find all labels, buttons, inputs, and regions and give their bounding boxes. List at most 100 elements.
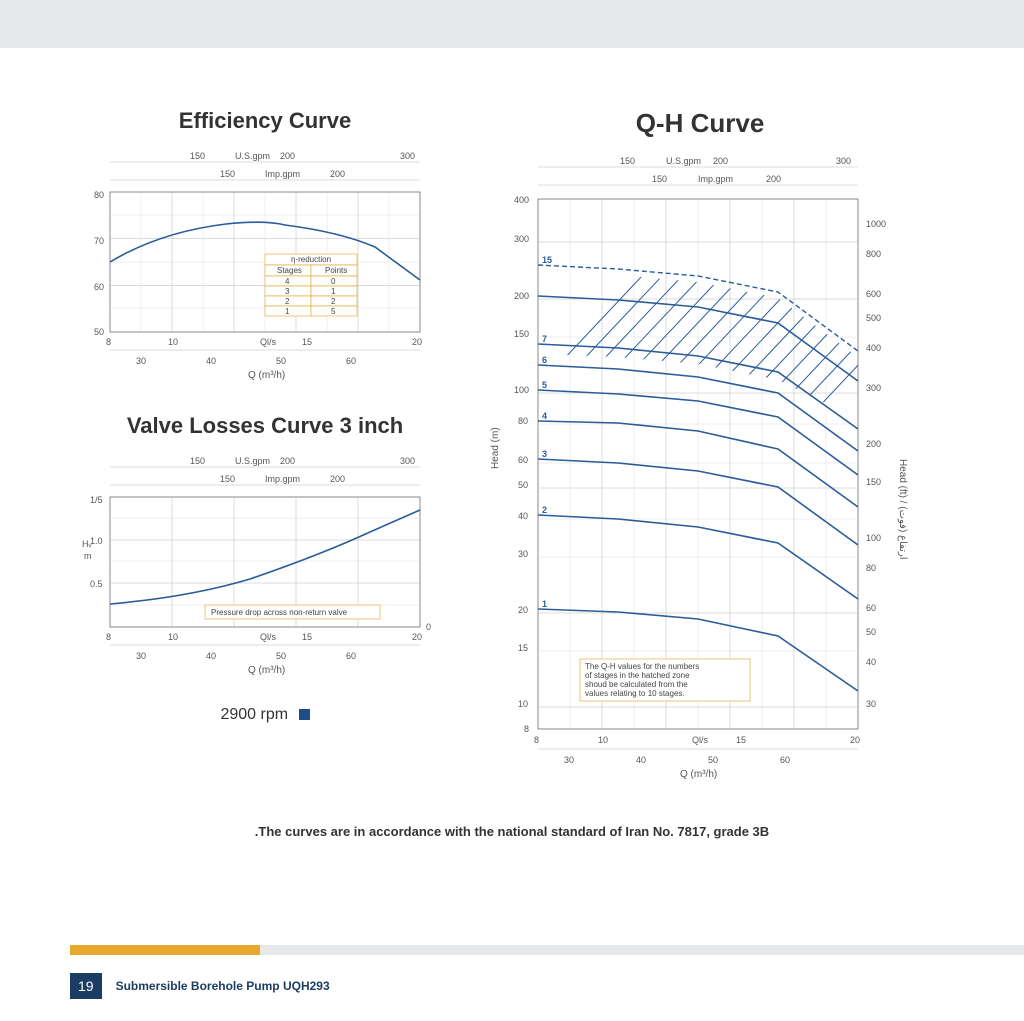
svg-text:40: 40 <box>206 356 216 366</box>
svg-text:150: 150 <box>652 174 667 184</box>
svg-text:100: 100 <box>866 533 881 543</box>
bottom-color-bar <box>70 945 1024 955</box>
svg-text:200: 200 <box>514 291 529 301</box>
svg-text:200: 200 <box>866 439 881 449</box>
svg-text:5: 5 <box>542 380 547 390</box>
svg-text:50: 50 <box>276 356 286 366</box>
svg-text:200: 200 <box>713 157 728 166</box>
svg-text:40: 40 <box>206 651 216 661</box>
svg-text:15: 15 <box>518 643 528 653</box>
svg-text:60: 60 <box>780 755 790 765</box>
svg-text:Ql/s: Ql/s <box>260 337 277 347</box>
svg-text:0.5: 0.5 <box>90 579 103 589</box>
svg-text:shoud be calculated from t: shoud be calculated from the <box>585 680 688 689</box>
svg-text:300: 300 <box>866 383 881 393</box>
svg-text:values relating to 10: values relating to 10 stages. <box>585 689 685 698</box>
svg-text:Head (m): Head (m) <box>490 427 501 469</box>
svg-text:of stages in the hatched: of stages in the hatched zone <box>585 671 690 680</box>
svg-text:600: 600 <box>866 289 881 299</box>
svg-text:U.S.gpm: U.S.gpm <box>666 157 701 166</box>
svg-text:150: 150 <box>190 152 205 161</box>
svg-text:Imp.gpm: Imp.gpm <box>698 174 733 184</box>
svg-text:1: 1 <box>331 287 336 296</box>
svg-text:1: 1 <box>285 307 290 316</box>
svg-text:40: 40 <box>866 657 876 667</box>
svg-text:0: 0 <box>331 277 336 286</box>
svg-text:60: 60 <box>346 651 356 661</box>
svg-text:Hᵥ: Hᵥ <box>82 539 91 549</box>
svg-text:150: 150 <box>220 474 235 484</box>
svg-text:500: 500 <box>866 313 881 323</box>
svg-text:30: 30 <box>136 356 146 366</box>
svg-text:30: 30 <box>136 651 146 661</box>
svg-text:20: 20 <box>412 337 422 347</box>
svg-text:200: 200 <box>280 457 295 466</box>
page-subtitle: Submersible Borehole Pump UQH293 <box>116 979 330 993</box>
svg-text:Imp.gpm: Imp.gpm <box>265 474 300 484</box>
svg-text:300: 300 <box>836 157 851 166</box>
svg-text:80: 80 <box>94 190 104 200</box>
svg-text:2: 2 <box>542 505 547 515</box>
rpm-square-icon <box>299 709 310 720</box>
svg-text:4: 4 <box>542 411 547 421</box>
page-number: 19 <box>70 973 102 999</box>
svg-text:6: 6 <box>542 355 547 365</box>
svg-text:200: 200 <box>330 474 345 484</box>
svg-text:15: 15 <box>736 735 746 745</box>
svg-text:Pressure drop across non-retur: Pressure drop across non-return valve <box>211 608 348 617</box>
svg-text:30: 30 <box>564 755 574 765</box>
svg-text:Points: Points <box>325 266 347 275</box>
svg-text:Imp.gpm: Imp.gpm <box>265 169 300 179</box>
svg-text:m: m <box>84 551 92 561</box>
svg-text:60: 60 <box>518 455 528 465</box>
svg-text:7: 7 <box>542 334 547 344</box>
efficiency-chart: 150U.S.gpm200300 150Imp.gpm200 50607080 <box>70 152 460 387</box>
svg-text:Q (m³/h): Q (m³/h) <box>248 665 285 676</box>
rpm-row: 2900 rpm <box>70 706 460 724</box>
valve-title: Valve Losses Curve 3 inch <box>70 413 460 439</box>
rpm-label: 2900 rpm <box>220 706 288 723</box>
svg-text:30: 30 <box>518 549 528 559</box>
svg-text:100: 100 <box>514 385 529 395</box>
svg-text:15: 15 <box>302 337 312 347</box>
left-column: Efficiency Curve 150U.S.gpm200300 150Imp… <box>70 108 460 802</box>
svg-text:10: 10 <box>518 699 528 709</box>
svg-text:1: 1 <box>542 599 547 609</box>
page-footer: 19 Submersible Borehole Pump UQH293 <box>70 973 330 999</box>
svg-text:70: 70 <box>94 236 104 246</box>
svg-text:Ql/s: Ql/s <box>260 632 277 642</box>
efficiency-svg: 150U.S.gpm200300 150Imp.gpm200 50607080 <box>70 152 450 382</box>
svg-text:800: 800 <box>866 249 881 259</box>
svg-text:150: 150 <box>220 169 235 179</box>
svg-text:1000: 1000 <box>866 219 886 229</box>
svg-text:300: 300 <box>514 234 529 244</box>
svg-text:0: 0 <box>426 622 431 632</box>
svg-text:1/5: 1/5 <box>90 495 103 505</box>
svg-text:50: 50 <box>866 627 876 637</box>
svg-text:300: 300 <box>400 457 415 466</box>
qh-title: Q-H Curve <box>490 108 910 139</box>
svg-text:10: 10 <box>168 632 178 642</box>
valve-chart: 150U.S.gpm200300 150Imp.gpm200 1/51.00.5… <box>70 457 460 692</box>
svg-text:8: 8 <box>534 735 539 745</box>
top-band <box>0 0 1024 48</box>
svg-text:50: 50 <box>708 755 718 765</box>
svg-text:15: 15 <box>302 632 312 642</box>
svg-text:50: 50 <box>276 651 286 661</box>
svg-text:200: 200 <box>766 174 781 184</box>
svg-text:200: 200 <box>280 152 295 161</box>
svg-text:Ql/s: Ql/s <box>692 735 709 745</box>
footer-note: .The curves are in accordance with the n… <box>0 824 1024 839</box>
svg-text:30: 30 <box>866 699 876 709</box>
svg-text:60: 60 <box>866 603 876 613</box>
qh-chart: 150U.S.gpm200300 150Imp.gpm200 400 300 2… <box>490 157 910 802</box>
svg-text:10: 10 <box>598 735 608 745</box>
svg-text:8: 8 <box>106 337 111 347</box>
svg-text:40: 40 <box>636 755 646 765</box>
svg-text:50: 50 <box>94 327 104 337</box>
svg-text:η-reduction: η-reduction <box>291 255 331 264</box>
svg-text:Head (ft) / ارتفاع (فوت): Head (ft) / ارتفاع (فوت) <box>897 459 908 560</box>
svg-text:Stages: Stages <box>277 266 302 275</box>
svg-text:60: 60 <box>94 282 104 292</box>
svg-text:3: 3 <box>285 287 290 296</box>
